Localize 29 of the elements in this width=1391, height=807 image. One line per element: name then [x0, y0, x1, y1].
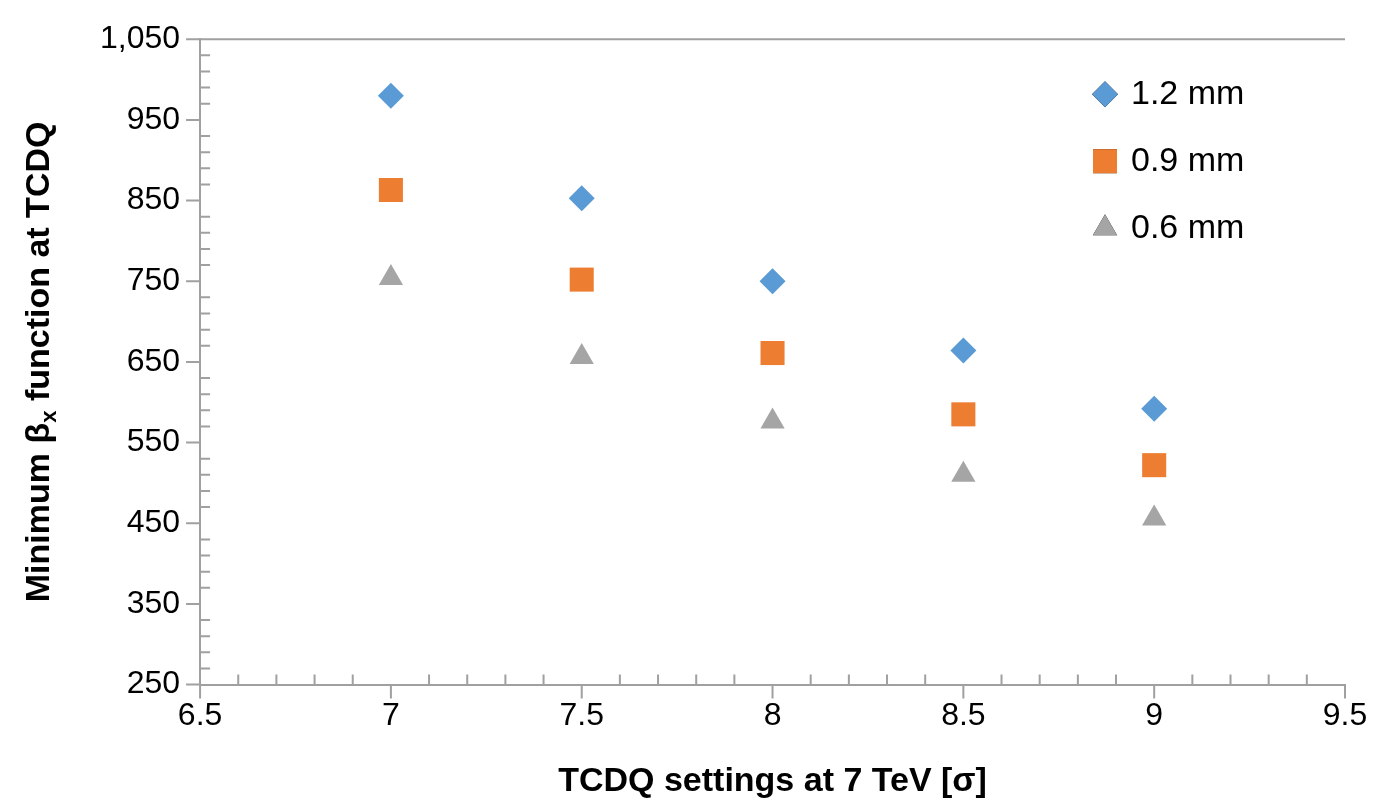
x-tick-label: 7.5: [559, 695, 604, 732]
x-axis-title: TCDQ settings at 7 TeV [σ]: [558, 760, 987, 799]
y-tick-label: 650: [126, 341, 181, 378]
point: [1142, 453, 1167, 478]
legend-label: 0.6 mm: [1131, 206, 1245, 245]
y-tick-label: 850: [126, 180, 181, 217]
x-tick-label: 9.5: [1322, 695, 1368, 732]
y-tick-label: 350: [126, 583, 181, 620]
legend-label: 0.9 mm: [1131, 139, 1245, 178]
x-tick-label: 9: [1145, 695, 1164, 732]
y-tick-label: 550: [126, 422, 181, 459]
x-tick-label: 7: [382, 695, 400, 732]
x-tick-label: 8.5: [941, 695, 986, 732]
point: [1141, 395, 1168, 422]
point: [569, 267, 594, 292]
point: [760, 341, 785, 366]
y-tick-label: 1,050: [100, 19, 181, 56]
point: [951, 402, 976, 427]
point: [759, 268, 786, 295]
y-axis-title: Minimum βx function at TCDQ: [18, 121, 62, 603]
y-tick-label: 750: [126, 261, 181, 298]
point: [950, 337, 977, 364]
y-tick-label: 950: [126, 99, 181, 136]
point: [378, 178, 403, 203]
point: [568, 185, 595, 212]
x-tick-label: 8: [763, 695, 782, 732]
legend-label: 1.2 mm: [1131, 72, 1245, 111]
point: [377, 82, 404, 109]
y-tick-label: 450: [126, 503, 181, 540]
